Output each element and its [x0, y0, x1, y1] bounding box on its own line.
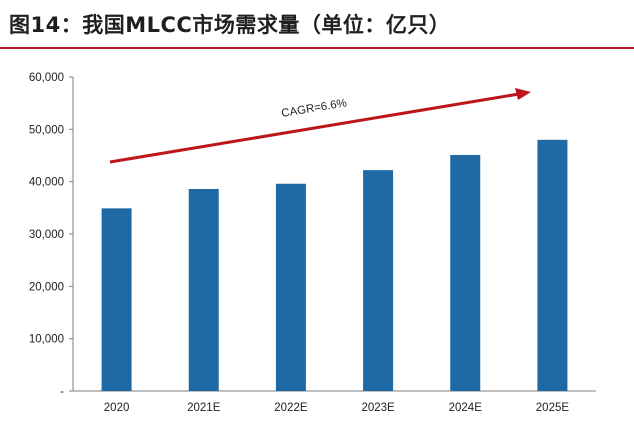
figure-title: 图14：我国MLCC市场需求量（单位：亿只）: [9, 13, 451, 37]
y-tick-label: 20,000: [29, 281, 64, 293]
x-tick-label: 2021E: [187, 402, 221, 414]
bar-2025E: [537, 139, 568, 391]
figure-header: 图14：我国MLCC市场需求量（单位：亿只）: [0, 0, 634, 50]
bar-series: [101, 139, 568, 391]
title-rule: [0, 47, 634, 49]
y-tick-label: 60,000: [29, 72, 64, 84]
cagr-label: CAGR=6.6%: [281, 97, 348, 120]
y-tick-label: 30,000: [29, 229, 64, 241]
bar-2023E: [363, 170, 394, 391]
x-tick-label: 2022E: [274, 402, 308, 414]
bar-2021E: [188, 188, 219, 391]
x-axis: 2020 2021E 2022E 2023E 2024E 2025E: [73, 390, 596, 414]
y-tick-label: 10,000: [29, 334, 64, 346]
bar-2024E: [450, 154, 481, 391]
x-tick-label: 2020: [104, 402, 130, 414]
x-tick-label: 2025E: [536, 402, 570, 414]
y-tick-label: 50,000: [29, 124, 64, 136]
y-axis: - 10,000 20,000 30,000 40,000 50,000 60,000: [29, 72, 74, 398]
bar-2022E: [275, 183, 306, 391]
x-tick-label: 2024E: [449, 402, 483, 414]
y-tick-label: -: [60, 386, 64, 398]
y-tick-label: 40,000: [29, 177, 64, 189]
trend-arrow-line: [109, 92, 520, 164]
bar-2020: [101, 208, 132, 391]
cagr-annotation: CAGR=6.6%: [109, 88, 531, 164]
x-tick-label: 2023E: [361, 402, 395, 414]
trend-arrow-head: [515, 88, 531, 100]
